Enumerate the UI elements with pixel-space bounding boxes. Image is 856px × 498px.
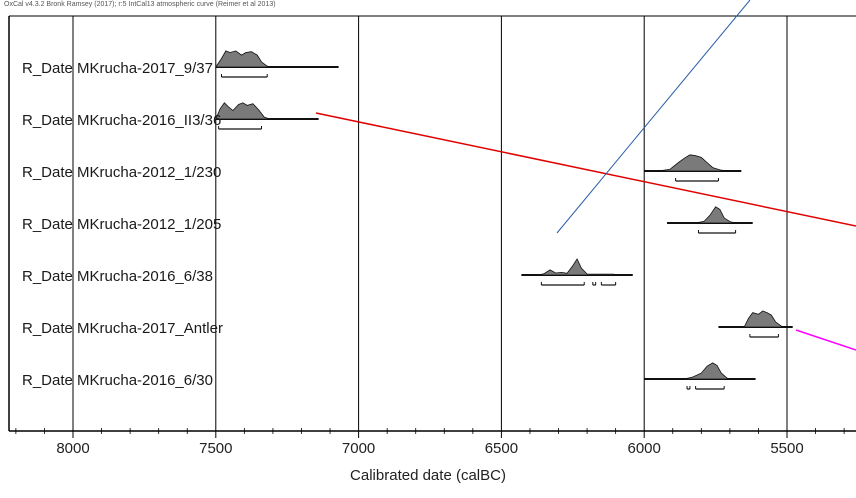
sample-label: R_Date MKrucha-2012_1/205 bbox=[22, 216, 221, 233]
red-annotation-line bbox=[315, 112, 856, 227]
x-tick-label: 8000 bbox=[56, 440, 89, 457]
sample-label: R_Date MKrucha-2016_6/38 bbox=[22, 268, 213, 285]
sample-label: R_Date MKrucha-2012_1/230 bbox=[22, 164, 221, 181]
x-tick-label: 6500 bbox=[485, 440, 518, 457]
x-axis-label: Calibrated date (calBC) bbox=[350, 467, 506, 484]
sample-label: R_Date MKrucha-2016_II3/36 bbox=[22, 112, 221, 129]
x-tick-label: 7500 bbox=[199, 440, 232, 457]
x-tick-label: 6000 bbox=[628, 440, 661, 457]
posterior-distribution bbox=[215, 102, 271, 120]
sample-label: R_Date MKrucha-2016_6/30 bbox=[22, 372, 213, 389]
posterior-distribution bbox=[743, 310, 788, 328]
chart-header-text: OxCal v4.3.2 Bronk Ramsey (2017); r:5 In… bbox=[4, 1, 276, 8]
posterior-distribution bbox=[215, 50, 273, 68]
x-tick-label: 5500 bbox=[770, 440, 803, 457]
sample-label: R_Date MKrucha-2017_Antler bbox=[22, 320, 223, 337]
posterior-distribution bbox=[684, 362, 733, 380]
posterior-distribution bbox=[695, 206, 736, 224]
blue-annotation-line bbox=[556, 0, 751, 234]
magenta-annotation-line bbox=[795, 329, 856, 351]
x-tick-label: 7000 bbox=[342, 440, 375, 457]
posterior-distribution bbox=[658, 154, 730, 172]
sample-label: R_Date MKrucha-2017_9/37 bbox=[22, 60, 213, 77]
posterior-distribution bbox=[538, 258, 622, 276]
